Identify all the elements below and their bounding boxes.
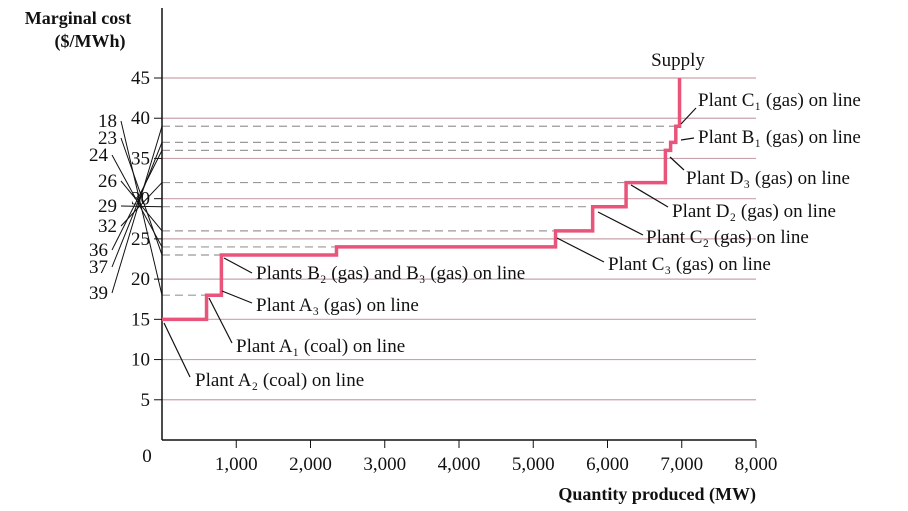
x-tick-label: 5,000 <box>512 454 555 475</box>
x-tick-label: 2,000 <box>289 454 332 475</box>
reference-leader <box>120 205 163 208</box>
annotation-leader <box>630 184 669 208</box>
annotation-leader <box>223 257 253 274</box>
reference-leader <box>111 150 163 251</box>
reference-tick-label: 26 <box>98 171 117 192</box>
y-tick-label: 35 <box>131 148 150 169</box>
reference-leader <box>111 126 163 294</box>
annotation-leader <box>680 107 697 125</box>
reference-tick-label: 23 <box>98 128 117 149</box>
series-label: Supply <box>651 50 705 71</box>
annotation-leader <box>669 156 685 171</box>
y-axis-label: ($/MWh) <box>55 31 126 52</box>
y-tick-label: 15 <box>131 309 150 330</box>
annotation: Plant A₁ (coal) on line <box>236 336 405 357</box>
annotation: Plant D₂ (gas) on line <box>672 201 836 222</box>
y-tick-label: 5 <box>141 390 151 411</box>
reference-leader <box>120 137 163 256</box>
y-tick-label: 40 <box>131 108 150 129</box>
annotation: Plants B₂ (gas) and B₃ (gas) on line <box>256 263 525 284</box>
x-tick-label: 4,000 <box>438 454 481 475</box>
annotation: Plant C₁ (gas) on line <box>698 90 861 111</box>
annotation: Plant C₂ (gas) on line <box>646 227 809 248</box>
y-tick-label: 20 <box>131 269 150 290</box>
annotation: Plant D₃ (gas) on line <box>686 168 850 189</box>
x-axis-label: Quantity produced (MW) <box>558 484 756 505</box>
y-axis-label: Marginal cost <box>25 8 131 28</box>
y-tick-label: 10 <box>131 350 150 371</box>
reference-tick-label: 24 <box>89 145 109 166</box>
annotation-leader <box>163 322 191 378</box>
annotation-leader <box>556 237 605 263</box>
x-tick-label: 3,000 <box>363 454 406 475</box>
annotation-leader <box>597 211 644 236</box>
y-tick-label: 45 <box>131 68 150 89</box>
x-tick-label: 7,000 <box>660 454 703 475</box>
annotation-leader <box>221 290 253 304</box>
x-tick-label: 0 <box>142 446 152 467</box>
reference-tick-label: 39 <box>89 283 108 304</box>
annotation: Plant B₁ (gas) on line <box>698 127 861 148</box>
annotation-leader <box>208 297 233 344</box>
x-tick-label: 6,000 <box>586 454 629 475</box>
reference-leader <box>120 120 163 296</box>
annotation-leader <box>680 137 695 141</box>
reference-tick-label: 29 <box>98 196 117 217</box>
reference-leader <box>111 142 163 268</box>
reference-tick-label: 18 <box>98 111 117 132</box>
reference-tick-label: 37 <box>89 257 108 278</box>
annotation: Plant A₂ (coal) on line <box>195 370 364 391</box>
supply-curve <box>162 78 682 322</box>
annotation: Plant C₃ (gas) on line <box>608 254 771 275</box>
y-tick-label: 25 <box>131 229 150 250</box>
x-tick-label: 8,000 <box>735 454 778 475</box>
reference-tick-label: 32 <box>98 216 117 237</box>
reference-tick-label: 36 <box>89 240 108 261</box>
annotation: Plant A₃ (gas) on line <box>256 295 419 316</box>
x-tick-label: 1,000 <box>215 454 258 475</box>
